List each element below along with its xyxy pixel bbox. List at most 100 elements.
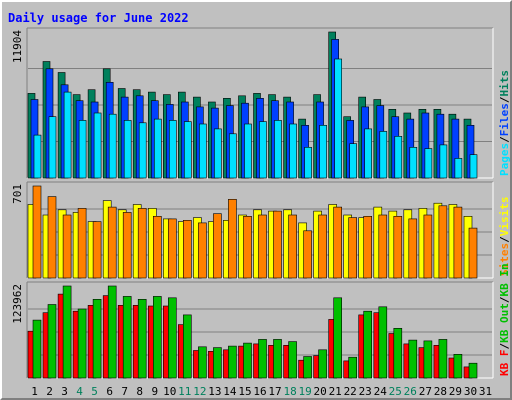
bar-sites <box>228 199 237 279</box>
bar-pages <box>289 123 297 179</box>
bar-kb-in <box>333 297 343 379</box>
day-label: 27 <box>419 385 432 398</box>
bar-sites <box>423 214 433 279</box>
day-label: 24 <box>374 385 388 398</box>
bar-pages <box>244 123 252 179</box>
bar-sites <box>122 212 132 279</box>
day-label: 18 <box>283 385 296 398</box>
day-label: 10 <box>163 385 176 398</box>
bar-pages <box>93 112 102 179</box>
bar-kb-in <box>468 362 478 379</box>
legend-separator: / <box>498 96 511 103</box>
bar-sites <box>288 214 297 279</box>
bar-sites <box>378 214 388 279</box>
day-label: 12 <box>193 385 206 398</box>
bar-kb-in <box>258 339 267 379</box>
bar-kb-in <box>137 298 147 379</box>
bar-pages <box>304 147 312 179</box>
legend-entry: Files <box>498 103 511 136</box>
legend-entry: Sites <box>498 243 511 276</box>
bar-pages <box>33 134 42 179</box>
panel-visits: 701 Sites/Visits <box>11 181 511 279</box>
bar-pages <box>259 121 267 179</box>
bar-kb-in <box>378 306 388 379</box>
day-label: 15 <box>238 385 251 398</box>
bar-pages <box>169 120 177 179</box>
bar-pages <box>108 113 117 179</box>
panel-max-label: 11904 <box>11 30 24 63</box>
bar-sites <box>213 213 222 279</box>
bar-sites <box>107 206 117 279</box>
bar-sites <box>243 216 252 279</box>
bar-sites <box>393 216 403 279</box>
bar-kb-in <box>318 349 327 379</box>
bar-kb-in <box>77 308 87 379</box>
bar-kb-in <box>408 339 418 379</box>
bar-kb-in <box>303 356 312 379</box>
day-label: 29 <box>449 385 462 398</box>
day-label: 22 <box>344 385 357 398</box>
bar-kb-in <box>168 297 177 379</box>
day-label: 8 <box>136 385 143 398</box>
bar-sites <box>32 185 42 279</box>
panel-max-label: 701 <box>11 184 24 204</box>
bar-sites <box>333 206 343 279</box>
bar-sites <box>408 218 418 279</box>
bar-sites <box>198 222 207 279</box>
bar-pages <box>138 122 147 179</box>
bar-kb-in <box>153 296 162 379</box>
bar-sites <box>183 220 192 279</box>
day-axis-labels: 1 2 3 4 5 6 7 8 9 10 11 12 13 14 15 16 17 18 19 20 21 22 23 24 2… <box>31 385 492 398</box>
day-label: 2 <box>46 385 53 398</box>
bar-pages <box>78 120 87 179</box>
day-label: 6 <box>106 385 113 398</box>
bar-pages <box>199 123 207 179</box>
bar-sites <box>137 208 147 279</box>
day-label: 4 <box>76 385 83 398</box>
day-label: 7 <box>121 385 128 398</box>
bar-pages <box>274 120 282 179</box>
day-label: 9 <box>151 385 158 398</box>
bar-kb-in <box>213 347 222 379</box>
bar-pages <box>454 158 463 179</box>
day-label: 21 <box>329 385 342 398</box>
bar-pages <box>379 131 388 179</box>
day-label: 3 <box>61 385 68 398</box>
legend-entry: Hits <box>498 70 511 97</box>
legend-separator: / <box>498 296 511 303</box>
day-label: 23 <box>359 385 372 398</box>
bar-pages <box>184 121 192 179</box>
bar-sites <box>318 214 327 279</box>
bar-pages <box>334 58 343 179</box>
bar-kb-in <box>107 285 117 379</box>
bar-pages <box>424 148 433 179</box>
bar-sites <box>258 214 267 279</box>
day-label: 16 <box>253 385 266 398</box>
bar-kb-in <box>92 298 102 379</box>
bar-sites <box>273 210 282 279</box>
bar-pages <box>364 128 373 179</box>
chart-title: Daily usage for June 2022 <box>8 11 189 25</box>
day-label: 26 <box>404 385 417 398</box>
bar-kb-in <box>32 319 42 379</box>
bar-pages <box>63 91 72 179</box>
bar-kb-in <box>438 339 448 379</box>
bar-kb-in <box>122 296 132 379</box>
legend-entry: KB In <box>498 263 511 296</box>
bar-kb-in <box>183 314 192 379</box>
bar-sites <box>468 227 478 279</box>
day-label: 13 <box>208 385 221 398</box>
bar-kb-in <box>47 304 57 379</box>
bar-pages <box>123 120 132 179</box>
panel-legend: KB F/KB Out/KB In <box>498 263 511 376</box>
day-label: 25 <box>389 385 402 398</box>
bar-pages <box>469 154 478 179</box>
bar-pages <box>48 116 57 179</box>
day-label: 30 <box>464 385 477 398</box>
bar-pages <box>439 144 448 179</box>
chart-panels: 11904Pages/Files/Hits701Sites/Visits1239… <box>11 27 511 379</box>
